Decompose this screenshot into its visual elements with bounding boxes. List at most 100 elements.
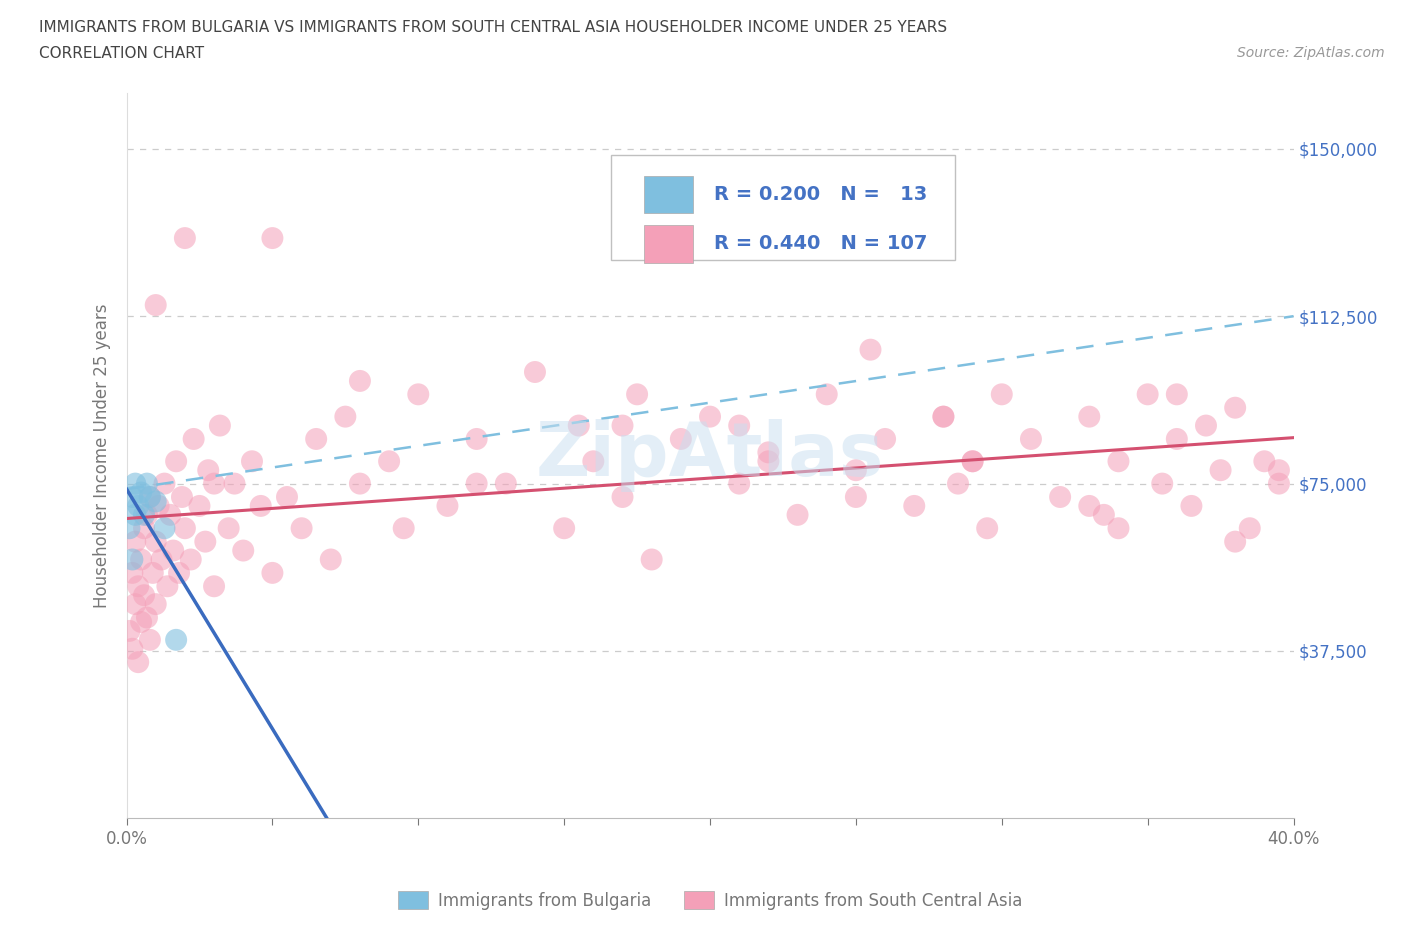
Point [127,655,149,670]
Point [335,409,357,424]
Text: CORRELATION CHART: CORRELATION CHART [39,46,204,61]
Point [756,445,779,459]
Point [1180,498,1202,513]
Point [524,365,547,379]
Point [162,543,184,558]
Point [408,387,430,402]
Point [932,409,955,424]
Point [240,454,263,469]
Point [139,632,162,647]
Text: R = 0.200   N =   13: R = 0.200 N = 13 [713,185,927,204]
Point [1108,521,1130,536]
Point [276,489,298,504]
Point [142,565,165,580]
Point [132,588,155,603]
Point [132,508,155,523]
Point [728,476,751,491]
Point [495,476,517,491]
Point [319,552,342,567]
Point [1166,387,1188,402]
Point [145,298,167,312]
Point [305,432,328,446]
Point [145,534,167,549]
Point [962,454,984,469]
Point [932,409,955,424]
Point [145,494,167,509]
Point [699,409,721,424]
Point [946,476,969,491]
Point [1195,418,1218,433]
Point [124,597,146,612]
Point [465,432,488,446]
Legend: Immigrants from Bulgaria, Immigrants from South Central Asia: Immigrants from Bulgaria, Immigrants fro… [391,884,1029,916]
Point [349,476,371,491]
Point [183,432,205,446]
Point [136,476,159,491]
Point [208,418,231,433]
Point [180,552,202,567]
Point [153,521,176,536]
Point [139,489,162,504]
Point [202,578,225,593]
Point [224,476,246,491]
Point [118,521,141,536]
Point [962,454,984,469]
Point [612,489,634,504]
Point [232,543,254,558]
Point [165,632,187,647]
Point [1223,534,1246,549]
Point [121,642,143,657]
Point [786,508,808,523]
Point [136,610,159,625]
Point [136,508,159,523]
Point [167,565,190,580]
Point [139,489,162,504]
Point [262,231,284,246]
Point [612,418,634,433]
Point [1253,454,1275,469]
Point [145,597,167,612]
Point [1078,498,1101,513]
Point [127,498,149,513]
Point [728,418,751,433]
Y-axis label: Householder Income Under 25 years: Householder Income Under 25 years [93,303,111,608]
Point [845,489,868,504]
Point [121,489,143,504]
Point [290,521,312,536]
Point [197,463,219,478]
Point [132,521,155,536]
Point [1166,432,1188,446]
Point [669,432,692,446]
FancyBboxPatch shape [644,225,693,263]
Point [148,498,170,513]
Point [129,485,152,500]
Point [1239,521,1261,536]
Point [174,521,197,536]
Point [218,521,240,536]
Point [170,489,193,504]
Point [153,476,176,491]
FancyBboxPatch shape [610,154,955,259]
Point [990,387,1012,402]
Point [1268,476,1291,491]
Point [127,578,149,593]
Point [756,454,779,469]
Point [1078,409,1101,424]
Point [845,463,868,478]
Point [121,565,143,580]
Point [626,387,648,402]
Point [875,432,897,446]
Point [1223,400,1246,415]
Point [568,418,591,433]
Point [465,476,488,491]
Point [165,454,187,469]
Point [1019,432,1042,446]
Point [582,454,605,469]
Point [129,552,152,567]
Point [1049,489,1071,504]
Text: R = 0.440   N = 107: R = 0.440 N = 107 [713,234,927,253]
Point [118,623,141,638]
Point [262,565,284,580]
Point [976,521,998,536]
Point [859,342,882,357]
